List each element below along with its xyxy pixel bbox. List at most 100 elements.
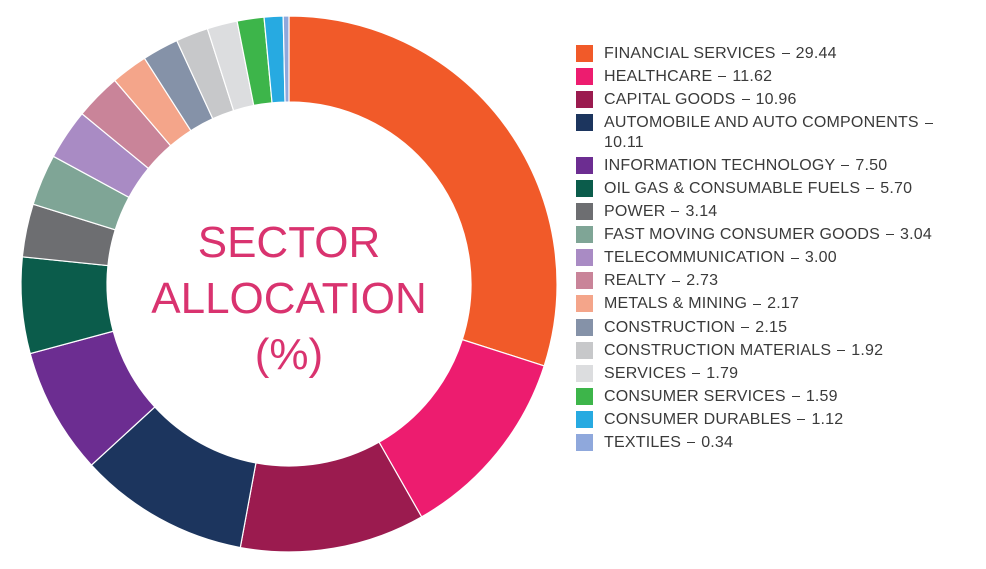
legend-label: POWER xyxy=(604,203,666,221)
legend-item: FAST MOVING CONSUMER GOODS 3.04 xyxy=(576,225,976,245)
legend-label: CONSTRUCTION MATERIALS xyxy=(604,341,832,359)
legend-label: FINANCIAL SERVICES xyxy=(604,45,776,62)
separator xyxy=(886,234,895,236)
legend-label: TELECOMMUNICATION xyxy=(604,249,785,267)
legend-swatch xyxy=(576,226,593,244)
legend-swatch xyxy=(576,272,593,290)
legend-swatch xyxy=(576,179,593,197)
value-label: 1.12 xyxy=(811,410,844,428)
legend-text: POWER 3.14 xyxy=(604,202,972,222)
value-label: 2.17 xyxy=(767,295,800,313)
legend-text: CAPITAL GOODS 10.96 xyxy=(604,90,972,110)
legend-label: SERVICES xyxy=(604,364,687,382)
separator xyxy=(866,188,875,190)
legend-text: OIL GAS & CONSUMABLE FUELS 5.70 xyxy=(604,179,972,199)
value-label: 11.62 xyxy=(732,68,773,86)
legend-swatch xyxy=(576,68,593,86)
separator xyxy=(692,372,701,374)
value-label: 7.50 xyxy=(855,156,888,174)
separator xyxy=(781,53,790,55)
value-label: 3.00 xyxy=(804,249,837,267)
legend-swatch xyxy=(576,410,593,428)
legend-text: CONSUMER SERVICES 1.59 xyxy=(604,387,972,407)
value-label: 1.59 xyxy=(805,387,838,405)
value-label: 2.73 xyxy=(686,272,719,290)
legend-swatch xyxy=(576,341,593,359)
separator xyxy=(718,76,727,78)
separator xyxy=(797,419,806,421)
separator xyxy=(790,257,799,259)
legend-label: INFORMATION TECHNOLOGY xyxy=(604,156,836,174)
legend-text: CONSTRUCTION MATERIALS 1.92 xyxy=(604,341,972,361)
legend-item: OIL GAS & CONSUMABLE FUELS 5.70 xyxy=(576,179,976,199)
legend-label: HEALTHCARE xyxy=(604,68,713,86)
legend-item: CAPITAL GOODS 10.96 xyxy=(576,90,976,110)
separator xyxy=(741,326,750,328)
separator xyxy=(791,396,800,398)
legend-text: FAST MOVING CONSUMER GOODS 3.04 xyxy=(604,225,972,245)
legend-swatch xyxy=(576,387,593,405)
legend-label: AUTOMOBILE AND AUTO COMPONENTS xyxy=(604,114,919,132)
legend-text: CONSUMER DURABLES 1.12 xyxy=(604,410,972,430)
legend-swatch xyxy=(576,156,593,174)
separator xyxy=(924,122,933,124)
separator xyxy=(671,211,680,213)
legend-item: AUTOMOBILE AND AUTO COMPONENTS10.11 xyxy=(576,113,976,152)
legend-item: CONSTRUCTION MATERIALS 1.92 xyxy=(576,341,976,361)
legend-item: TEXTILES 0.34 xyxy=(576,433,976,453)
legend-label: CONSUMER SERVICES xyxy=(604,387,786,405)
legend-swatch xyxy=(576,91,593,109)
legend-swatch xyxy=(576,434,593,451)
legend-label: CAPITAL GOODS xyxy=(604,91,736,109)
legend-label: TEXTILES xyxy=(604,434,682,451)
legend-swatch xyxy=(576,45,593,62)
legend-item: HEALTHCARE 11.62 xyxy=(576,67,976,87)
legend-item: METALS & MINING 2.17 xyxy=(576,294,976,314)
separator xyxy=(837,349,846,351)
separator xyxy=(741,99,750,101)
separator xyxy=(841,165,850,167)
value-label: 29.44 xyxy=(795,45,837,62)
legend-label: OIL GAS & CONSUMABLE FUELS xyxy=(604,179,861,197)
separator xyxy=(687,442,696,444)
legend-label: CONSUMER DURABLES xyxy=(604,410,792,428)
legend-item: INFORMATION TECHNOLOGY 7.50 xyxy=(576,156,976,176)
chart-title: SECTOR ALLOCATION (%) xyxy=(151,218,427,379)
legend-text: TEXTILES 0.34 xyxy=(604,433,972,453)
legend-text: HEALTHCARE 11.62 xyxy=(604,67,972,87)
value-label: 2.15 xyxy=(755,318,788,336)
legend-swatch xyxy=(576,364,593,382)
legend-text: SERVICES 1.79 xyxy=(604,364,972,384)
legend-item: REALTY 2.73 xyxy=(576,271,976,291)
legend-label: REALTY xyxy=(604,272,667,290)
legend-text: AUTOMOBILE AND AUTO COMPONENTS10.11 xyxy=(604,113,972,152)
value-label: 0.34 xyxy=(701,434,734,451)
legend-swatch xyxy=(576,295,593,313)
legend-swatch xyxy=(576,318,593,336)
legend-text: FINANCIAL SERVICES 29.44 xyxy=(604,44,972,64)
value-label: 1.92 xyxy=(851,341,884,359)
value-label: 5.70 xyxy=(880,179,913,197)
separator xyxy=(672,280,681,282)
slice xyxy=(288,15,558,367)
legend-swatch xyxy=(576,203,593,221)
legend-item: CONSUMER DURABLES 1.12 xyxy=(576,410,976,430)
legend-item: CONSUMER SERVICES 1.59 xyxy=(576,387,976,407)
legend-item: SERVICES 1.79 xyxy=(576,364,976,384)
value-label: 10.96 xyxy=(755,91,797,109)
legend-text: INFORMATION TECHNOLOGY 7.50 xyxy=(604,156,972,176)
legend-item: TELECOMMUNICATION 3.00 xyxy=(576,248,976,268)
value-label: 10.11 xyxy=(604,133,644,151)
separator xyxy=(753,303,762,305)
legend: FINANCIAL SERVICES 29.44 HEALTHCARE 11.62 CA… xyxy=(576,44,976,456)
slice xyxy=(282,15,290,103)
legend-text: CONSTRUCTION 2.15 xyxy=(604,318,972,338)
legend-item: CONSTRUCTION 2.15 xyxy=(576,318,976,338)
legend-label: FAST MOVING CONSUMER GOODS xyxy=(604,226,881,244)
value-label: 3.14 xyxy=(685,203,718,221)
legend-text: METALS & MINING 2.17 xyxy=(604,294,972,314)
legend-text: TELECOMMUNICATION 3.00 xyxy=(604,248,972,268)
value-label: 3.04 xyxy=(900,226,932,244)
